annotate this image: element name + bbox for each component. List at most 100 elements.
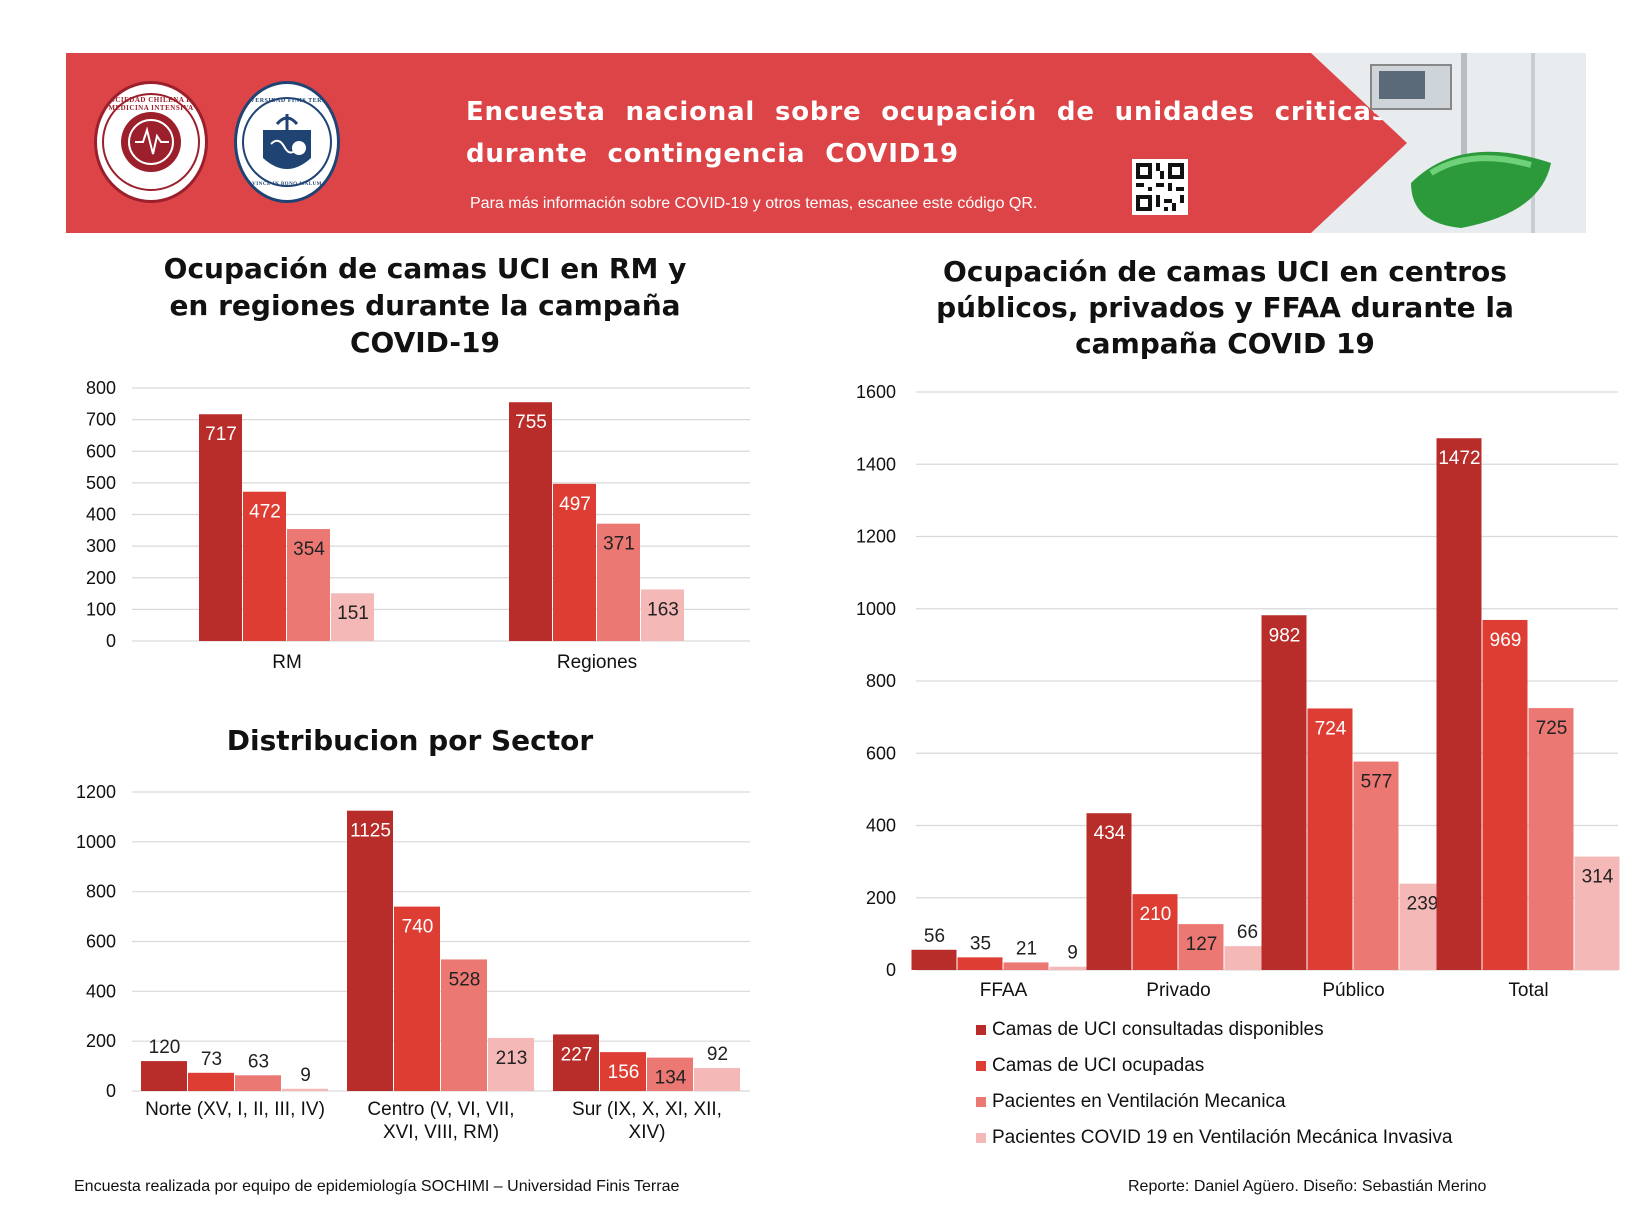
legend-swatch [976, 1133, 986, 1143]
bar [647, 1057, 693, 1091]
data-label: 213 [496, 1048, 528, 1069]
y-tick-label: 0 [106, 1081, 116, 1101]
y-tick-label: 800 [866, 671, 896, 691]
data-label: 725 [1536, 718, 1568, 739]
y-tick-label: 100 [86, 599, 116, 619]
data-label: 210 [1140, 904, 1172, 925]
bar [1132, 894, 1178, 970]
data-label: 227 [561, 1044, 593, 1065]
y-tick-label: 600 [866, 743, 896, 763]
bar [141, 1061, 187, 1091]
bar [488, 1037, 534, 1091]
bar [1528, 708, 1574, 970]
data-label: 239 [1407, 894, 1439, 915]
finis-terrae-logo-text: UNIVERSIDAD FINIS TERRAE [237, 98, 337, 104]
y-tick-label: 1200 [856, 527, 896, 547]
bar [911, 949, 957, 970]
bar [1086, 813, 1132, 970]
bar [1003, 962, 1049, 970]
data-label: 9 [300, 1065, 311, 1086]
data-label: 92 [707, 1044, 728, 1065]
y-tick-label: 1200 [76, 782, 116, 802]
data-label: 724 [1315, 718, 1347, 739]
data-label: 151 [337, 603, 369, 624]
data-label: 528 [449, 969, 481, 990]
bar [1307, 708, 1353, 970]
legend-item: Pacientes COVID 19 en Ventilación Mecáni… [976, 1123, 1452, 1159]
bar [694, 1068, 740, 1091]
bar [441, 959, 487, 1091]
legend-label: Camas de UCI ocupadas [992, 1055, 1205, 1076]
bar [1353, 761, 1399, 970]
category-label: Privado [1146, 980, 1210, 1001]
bar [1261, 615, 1307, 970]
category-label: XIV) [629, 1122, 666, 1143]
ventilator-photo-icon [1311, 53, 1586, 233]
data-label: 156 [608, 1062, 640, 1083]
y-tick-label: 1000 [76, 832, 116, 852]
y-tick-label: 500 [86, 473, 116, 493]
legend-label: Pacientes COVID 19 en Ventilación Mecáni… [992, 1127, 1453, 1148]
chart-3-title: Ocupación de camas UCI en centros públic… [936, 255, 1514, 360]
data-label: 56 [924, 926, 945, 947]
data-label: 1125 [350, 821, 391, 842]
data-label: 497 [559, 494, 591, 515]
finis-terrae-emblem-icon [242, 97, 332, 187]
header-banner: SOCIEDAD CHILENA DE MEDICINA INTENSIVA U… [66, 53, 1600, 233]
y-tick-label: 600 [86, 441, 116, 461]
y-tick-label: 800 [86, 882, 116, 902]
data-label: 371 [603, 534, 635, 555]
legend-item: Pacientes en Ventilación Mecanica [976, 1087, 1452, 1123]
data-label: 66 [1237, 922, 1258, 943]
legend-item: Camas de UCI consultadas disponibles [976, 1015, 1452, 1051]
bar [282, 1088, 328, 1091]
category-label: Norte (XV, I, II, III, IV) [145, 1099, 325, 1120]
data-label: 717 [205, 424, 237, 445]
data-label: 21 [1016, 938, 1037, 959]
legend-swatch [976, 1097, 986, 1107]
y-tick-label: 1600 [856, 382, 896, 402]
y-tick-label: 1000 [856, 599, 896, 619]
data-label: 982 [1269, 625, 1301, 646]
category-label: Centro (V, VI, VII, [367, 1099, 514, 1120]
sochimi-logo: SOCIEDAD CHILENA DE MEDICINA INTENSIVA [94, 81, 208, 203]
qr-code-icon[interactable] [1132, 159, 1188, 215]
chart-1-title: Ocupación de camas UCI en RM y en region… [163, 252, 687, 359]
data-label: 740 [402, 917, 434, 938]
legend-label: Camas de UCI consultadas disponibles [992, 1019, 1324, 1040]
banner-subtitle: Para más información sobre COVID-19 y ot… [470, 195, 1038, 212]
bar [1436, 438, 1482, 970]
y-tick-label: 200 [866, 888, 896, 908]
bar [287, 529, 330, 641]
bar [509, 402, 552, 641]
bar [188, 1072, 234, 1091]
y-tick-label: 700 [86, 410, 116, 430]
y-tick-label: 0 [886, 960, 896, 980]
footer-credit-left: Encuesta realizada por equipo de epidemi… [74, 1178, 680, 1195]
y-tick-label: 800 [86, 378, 116, 398]
bar [394, 906, 440, 1091]
bar [553, 483, 596, 641]
sochimi-emblem-icon [102, 93, 200, 191]
bar [1178, 924, 1224, 970]
legend-label: Pacientes en Ventilación Mecanica [992, 1091, 1286, 1112]
y-tick-label: 600 [86, 932, 116, 952]
chart-3-legend: Camas de UCI consultadas disponibles Cam… [976, 1015, 1452, 1159]
bar [1574, 856, 1620, 970]
bar [957, 957, 1003, 970]
data-label: 755 [515, 412, 547, 433]
data-label: 73 [201, 1049, 222, 1070]
y-tick-label: 300 [86, 536, 116, 556]
category-label: RM [272, 652, 302, 673]
category-label: Público [1322, 980, 1384, 1001]
bar [347, 810, 393, 1091]
data-label: 472 [249, 502, 281, 523]
legend-swatch [976, 1061, 986, 1071]
y-tick-label: 400 [86, 505, 116, 525]
data-label: 1472 [1438, 448, 1480, 469]
category-label: Sur (IX, X, XI, XII, [572, 1099, 722, 1120]
bar [1224, 946, 1270, 970]
bar [199, 414, 242, 641]
data-label: 120 [149, 1037, 181, 1058]
